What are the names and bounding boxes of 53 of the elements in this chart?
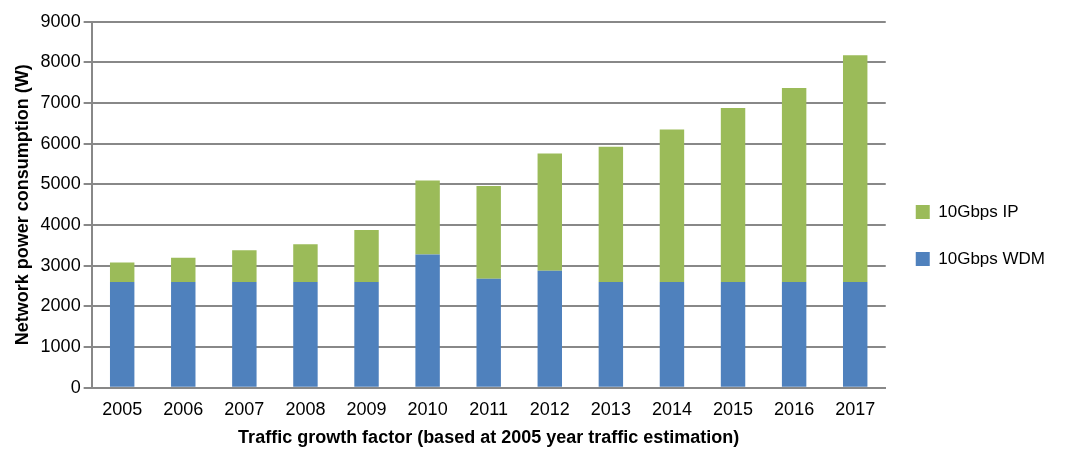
x-tick-label: 2010 (407, 398, 448, 419)
bar (720, 282, 746, 387)
x-tick-label: 2007 (224, 398, 265, 419)
y-tick-label: 3000 (40, 254, 81, 275)
legend-label: 10Gbps IP (938, 201, 1019, 221)
bar (109, 262, 135, 283)
bar (415, 180, 440, 255)
bar (720, 108, 746, 283)
y-tick-label: 7000 (40, 92, 81, 113)
bar (659, 282, 685, 387)
y-tick-label: 0 (70, 376, 81, 397)
y-tick-label: 6000 (40, 132, 81, 153)
y-tick-label: 8000 (40, 51, 81, 72)
bar (109, 282, 135, 387)
bar (598, 282, 624, 387)
bar (659, 129, 685, 283)
bar (781, 282, 807, 387)
x-tick-label: 2015 (713, 398, 754, 419)
bar (537, 153, 562, 271)
legend-label: 10Gbps WDM (938, 248, 1045, 268)
bar (293, 244, 318, 283)
y-tick-label: 1000 (40, 336, 81, 357)
bar (598, 146, 624, 283)
x-tick-label: 2006 (163, 398, 204, 419)
x-tick-label: 2005 (102, 398, 143, 419)
x-tick-label: 2011 (469, 398, 509, 419)
x-axis-title: Traffic growth factor (based at 2005 year traffic estimation) (238, 427, 740, 448)
bar (537, 270, 562, 387)
x-tick-label: 2008 (285, 398, 326, 419)
x-tick-label: 2016 (774, 398, 815, 419)
x-tick-label: 2014 (651, 398, 692, 419)
bar (476, 186, 501, 279)
x-tick-label: 2009 (346, 398, 387, 419)
y-axis-title: Network power consumption (W) (11, 64, 32, 346)
bar (842, 55, 868, 283)
x-tick-label: 2013 (590, 398, 631, 419)
y-tick-label: 9000 (40, 10, 81, 31)
y-tick-label: 2000 (40, 295, 81, 316)
bar (354, 282, 379, 387)
bar (232, 250, 257, 283)
bar (781, 88, 807, 283)
bar (354, 230, 379, 283)
x-tick-label: 2012 (529, 398, 570, 419)
y-tick-label: 5000 (40, 173, 81, 194)
bar (415, 254, 440, 387)
bar (476, 278, 501, 387)
x-tick-label: 2017 (835, 398, 876, 419)
bar (171, 282, 196, 387)
bar (171, 257, 196, 283)
bar (842, 282, 868, 387)
bar (232, 282, 257, 387)
bar (293, 282, 318, 387)
y-tick-label: 4000 (40, 214, 81, 235)
